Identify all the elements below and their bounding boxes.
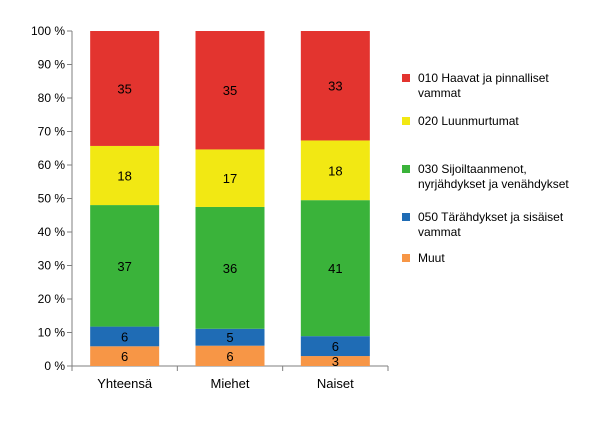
legend-swatch [402, 117, 410, 125]
y-tick-label: 100 % [31, 24, 65, 38]
legend-swatch [402, 165, 410, 173]
bar-segment [195, 345, 265, 366]
bar-segment [195, 206, 265, 329]
data-label: 33 [328, 79, 342, 94]
data-label: 6 [121, 329, 128, 344]
data-label: 6 [121, 349, 128, 364]
legend-label: nyrjähdykset ja venähdykset [418, 177, 569, 191]
y-tick-label: 80 % [38, 91, 66, 105]
y-tick-label: 50 % [38, 192, 66, 206]
bar-segment [90, 31, 160, 146]
bar-segment [300, 31, 370, 141]
x-tick-label: Miehet [210, 376, 249, 391]
legend-label: 020 Luunmurtumat [418, 114, 519, 128]
bar-segment [90, 326, 160, 347]
y-tick-label: 60 % [38, 158, 66, 172]
y-tick-label: 10 % [38, 326, 66, 340]
bar-segment [300, 140, 370, 201]
legend-label: 050 Tärähdykset ja sisäiset [418, 210, 564, 224]
legend-swatch [402, 74, 410, 82]
data-label: 5 [226, 330, 233, 345]
bar-segment [195, 31, 265, 150]
bar-segment [195, 149, 265, 207]
data-label: 35 [223, 83, 237, 98]
bar-segment [300, 336, 370, 357]
data-label: 6 [226, 349, 233, 364]
legend-label: vammat [418, 86, 461, 100]
bar-segment [300, 200, 370, 337]
axes: 0 % 10 % 20 % 30 % 40 % 50 % 60 % 70 % 80 % 90 % 1… [31, 24, 389, 391]
legend-label: Muut [418, 251, 445, 265]
data-label: 6 [332, 339, 339, 354]
bar-segment [300, 356, 370, 366]
legend-swatch [402, 213, 410, 221]
y-tick-label: 40 % [38, 225, 66, 239]
x-tick-label: Naiset [317, 376, 354, 391]
data-label: 18 [117, 169, 131, 184]
bars [90, 31, 370, 366]
legend-label: 010 Haavat ja pinnalliset [418, 71, 549, 85]
x-tick-label: Yhteensä [97, 376, 153, 391]
y-tick-label: 70 % [38, 125, 66, 139]
data-label: 17 [223, 171, 237, 186]
bar-segment [90, 205, 160, 327]
bar-segment [195, 328, 265, 346]
legend-label: vammat [418, 225, 461, 239]
bar-segment [90, 346, 160, 366]
legend-swatch [402, 254, 410, 262]
data-label: 36 [223, 261, 237, 276]
y-tick-label: 20 % [38, 292, 66, 306]
data-label: 18 [328, 163, 342, 178]
y-tick-label: 0 % [44, 359, 65, 373]
data-label: 41 [328, 261, 342, 276]
data-label: 35 [117, 81, 131, 96]
data-label: 37 [117, 259, 131, 274]
y-tick-label: 90 % [38, 58, 66, 72]
bar-segment [90, 145, 160, 206]
data-label: 3 [332, 354, 339, 369]
y-tick-label: 30 % [38, 259, 66, 273]
legend-label: 030 Sijoiltaanmenot, [418, 162, 527, 176]
